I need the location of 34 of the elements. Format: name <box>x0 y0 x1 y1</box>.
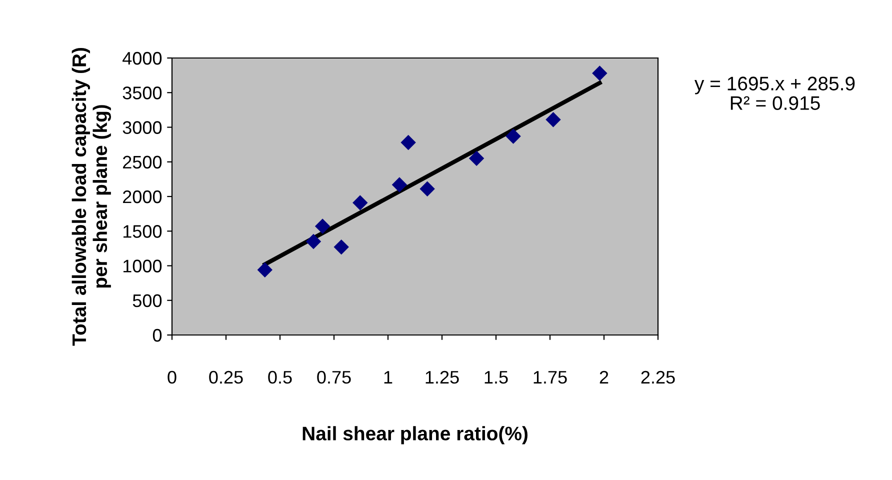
point <box>400 134 416 150</box>
point <box>506 128 521 144</box>
point <box>306 234 322 250</box>
x-tick-label: 2.25 <box>641 370 675 384</box>
x-tick-label: 0.75 <box>317 370 351 384</box>
x-tick-label: 1.5 <box>484 371 508 384</box>
y-tick-label: 4000 <box>122 52 162 65</box>
point <box>592 66 608 81</box>
x-tick-label: 0.5 <box>268 370 292 384</box>
x-tick-label: 2 <box>600 370 608 384</box>
text: y = 1695.x + 285.9 R² = 0.915 <box>694 76 855 110</box>
y-tick-label: 0 <box>152 328 162 342</box>
x-tick-label: 1 <box>384 371 392 384</box>
point <box>352 195 368 210</box>
x-tick-label: 1.25 <box>426 370 459 384</box>
x-tick-label: 0 <box>168 370 176 384</box>
y-tick-label: 500 <box>132 294 162 308</box>
point <box>314 218 330 234</box>
x-tick-label: 0.25 <box>209 370 243 384</box>
point <box>392 177 408 192</box>
y-tick-label: 3500 <box>122 86 162 100</box>
y-tick-label: 1500 <box>123 225 162 238</box>
point <box>468 150 484 166</box>
y-tick-label: 3000 <box>122 121 162 134</box>
y-tick-label: 2000 <box>123 190 162 204</box>
y-tick-label: 2500 <box>123 156 162 169</box>
y-tick-label: 1000 <box>123 260 162 272</box>
x-tick-label: 1.75 <box>534 371 567 384</box>
x-axis-title: Nail shear plane ratio(%) <box>302 426 528 444</box>
point <box>334 239 349 255</box>
point <box>257 262 272 278</box>
y-axis-title: Total allowable load capacity (R) per shear plane (kg) <box>72 48 112 346</box>
point <box>546 112 561 128</box>
point <box>420 181 435 196</box>
